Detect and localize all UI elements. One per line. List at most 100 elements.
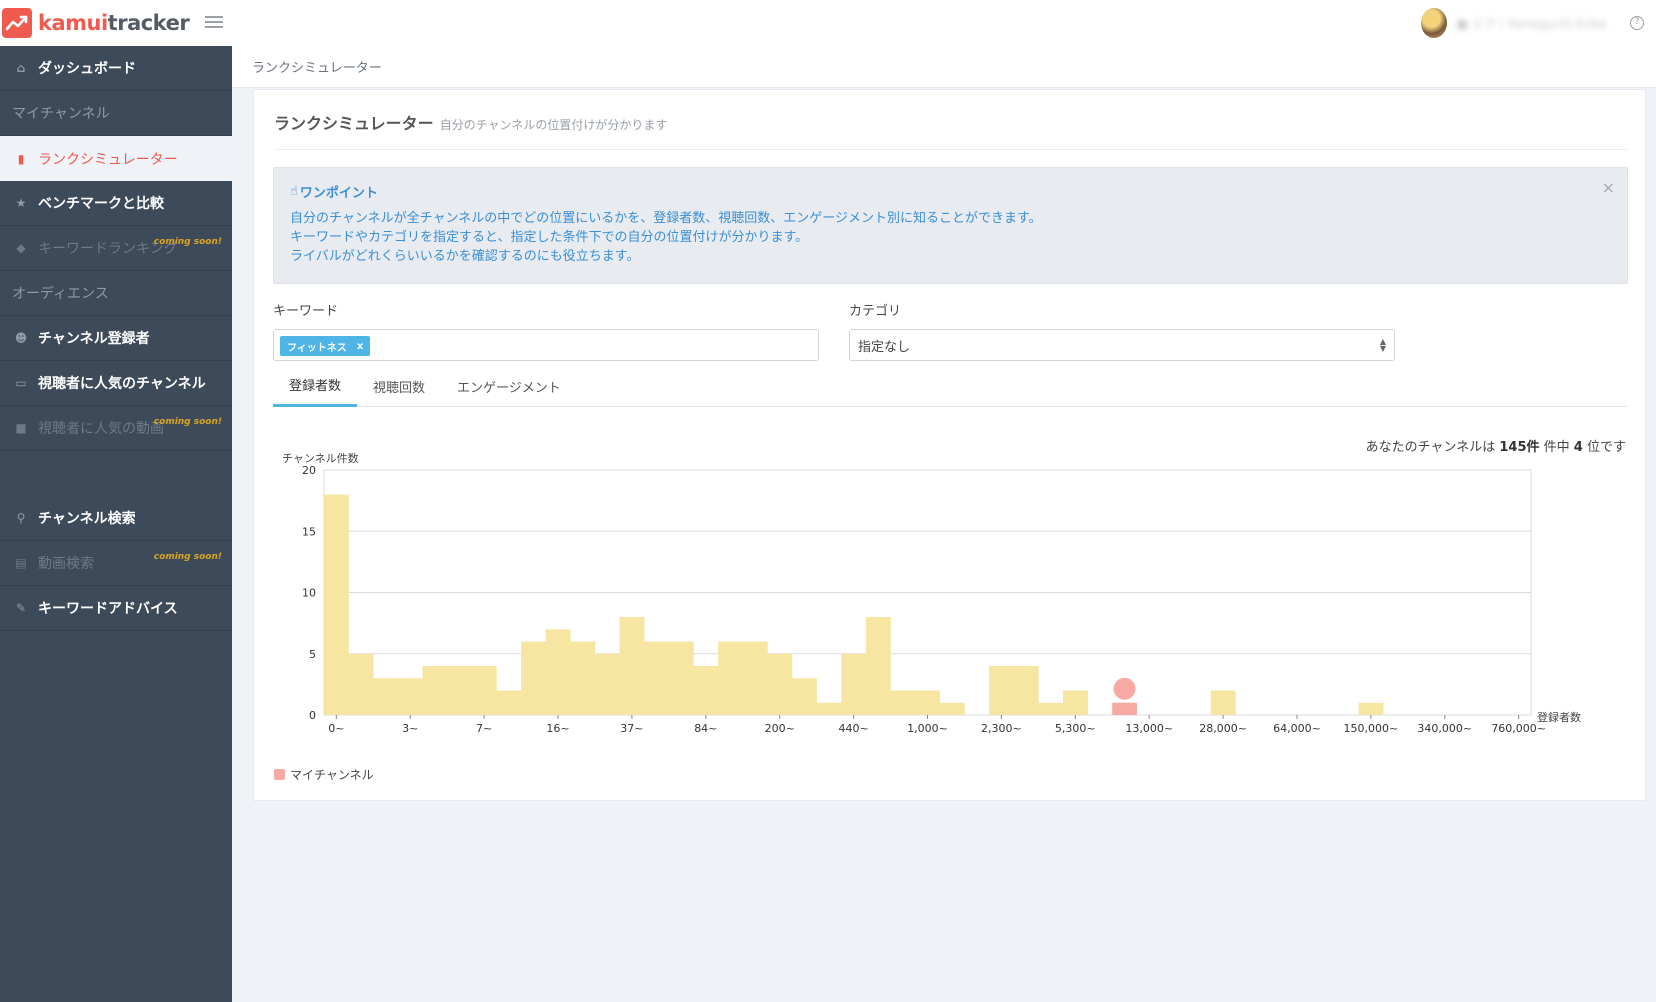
user-name: ■ エア / Yamaguchi Erika <box>1456 16 1606 31</box>
y-tick-label: 5 <box>309 648 316 661</box>
x-axis-label: 登録者数 <box>1537 710 1581 724</box>
x-tick-label: 64,000~ <box>1273 722 1321 735</box>
close-icon[interactable]: × <box>1601 178 1615 197</box>
keyword-input[interactable]: フィットネス x <box>273 329 819 361</box>
histogram-bar <box>865 617 891 715</box>
logo-text: kamuitracker <box>38 11 190 35</box>
x-tick-label: 7~ <box>476 722 492 735</box>
pencil-icon: ✎ <box>15 601 27 615</box>
chart-legend: マイチャンネル <box>274 766 374 783</box>
sidebar-item[interactable]: ▭ 視聴者に人気のチャンネル <box>0 361 232 406</box>
metric-tabs: 登録者数 視聴回数 エンゲージメント <box>273 365 1628 407</box>
search-icon: ⚲ <box>16 511 26 525</box>
keyword-chip-label: フィットネス <box>287 342 347 354</box>
sidebar-item[interactable]: ⌂ ダッシュボード <box>0 46 232 91</box>
x-tick-label: 200~ <box>765 722 795 735</box>
histogram-bar <box>1062 690 1088 715</box>
rank-position: 4 <box>1573 440 1583 455</box>
sidebar-item-label: キーワードアドバイス <box>38 601 178 617</box>
sidebar-item[interactable]: ▮ ランクシミュレーター <box>0 136 232 181</box>
x-tick-label: 28,000~ <box>1199 722 1247 735</box>
sidebar-item[interactable]: ☻ チャンネル登録者 <box>0 316 232 361</box>
sidebar-item-label: 視聴者に人気の動画 <box>38 421 164 437</box>
page-header: ランクシミュレーター 自分のチャンネルの位置付けが分かります <box>274 110 1627 150</box>
tab-subscribers[interactable]: 登録者数 <box>273 365 358 407</box>
video-camera-icon: ■ <box>15 421 27 435</box>
x-tick-label: 0~ <box>328 722 344 735</box>
histogram-bar <box>693 666 719 715</box>
histogram-bar <box>521 641 546 715</box>
category-value: 指定なし <box>858 339 911 355</box>
histogram-bar <box>324 494 349 715</box>
rank-simulator-card: ランクシミュレーター 自分のチャンネルの位置付けが分かります ☝ ワンポイント 自… <box>253 89 1646 801</box>
keyword-chip[interactable]: フィットネス x <box>280 336 371 356</box>
top-header: kamuitracker ■ エア / Yamaguchi Erika ? <box>0 0 1656 46</box>
x-tick-label: 13,000~ <box>1125 722 1173 735</box>
y-tick-label: 10 <box>302 587 316 600</box>
histogram-bar <box>1358 702 1384 715</box>
tip-line: キーワードやカテゴリを指定すると、指定した条件下での自分の位置付けが分かります。 <box>290 230 809 245</box>
sidebar-item-label: チャンネル登録者 <box>38 331 150 347</box>
sidebar-item[interactable]: ▤ 動画検索 coming soon! <box>0 541 232 586</box>
rank-total: 145件 <box>1499 440 1540 455</box>
sidebar-item[interactable]: ✎ キーワードアドバイス <box>0 586 232 631</box>
tip-line: ライバルがどれくらいいるかを確認するのにも役立ちます。 <box>290 249 640 264</box>
x-tick-label: 84~ <box>694 722 717 735</box>
histogram-bar <box>644 641 670 715</box>
page-subtitle: 自分のチャンネルの位置付けが分かります <box>439 118 668 132</box>
x-tick-label: 16~ <box>546 722 569 735</box>
coming-soon-badge: coming soon! <box>153 552 222 562</box>
sidebar: ⌂ ダッシュボードマイチャンネル ▮ ランクシミュレーター ★ ベンチマークと比較 ◆ キーワ… <box>0 46 232 1002</box>
sidebar-item-label: チャンネル検索 <box>38 511 136 527</box>
bar-chart-icon: ▮ <box>17 151 25 166</box>
breadcrumb-current: ランクシミュレーター <box>252 61 382 76</box>
star-icon: ★ <box>15 196 27 210</box>
sidebar-item-label: マイチャンネル <box>12 106 110 122</box>
users-icon: ☻ <box>14 331 28 345</box>
histogram-bar <box>545 629 571 715</box>
histogram-bar <box>742 641 768 715</box>
user-menu[interactable]: ■ エア / Yamaguchi Erika <box>1420 8 1606 38</box>
tip-body: 自分のチャンネルが全チャンネルの中でどの位置にいるかを、登録者数、視聴回数、エン… <box>290 209 1611 266</box>
category-select[interactable]: 指定なし ▲ ▼ <box>849 329 1395 361</box>
one-point-tip: ☝ ワンポイント 自分のチャンネルが全チャンネルの中でどの位置にいるかを、登録者… <box>273 167 1628 284</box>
histogram-bar <box>915 690 941 715</box>
histogram-bar <box>471 666 497 715</box>
tip-title-text: ワンポイント <box>299 186 378 201</box>
x-tick-label: 1,000~ <box>907 722 948 735</box>
histogram-bar <box>792 678 817 715</box>
trend-logo-icon <box>2 8 32 38</box>
histogram-bar <box>1210 690 1236 715</box>
histogram-bar <box>619 617 645 715</box>
legend-label: マイチャンネル <box>290 768 374 782</box>
tab-engagement[interactable]: エンゲージメント <box>457 380 561 396</box>
sidebar-item-label: 視聴者に人気のチャンネル <box>38 376 206 392</box>
chip-remove-icon[interactable]: x <box>356 340 364 352</box>
my-channel-swatch <box>274 769 285 780</box>
sidebar-item[interactable]: ◆ キーワードランキング coming soon! <box>0 226 232 271</box>
histogram-bar <box>989 666 1015 715</box>
sidebar-spacer <box>0 451 232 496</box>
sidebar-item[interactable]: ■ 視聴者に人気の動画 coming soon! <box>0 406 232 451</box>
histogram-bar <box>668 641 694 715</box>
help-icon[interactable]: ? <box>1630 16 1644 30</box>
sidebar-item-label: 動画検索 <box>38 556 94 572</box>
sidebar-item[interactable]: ⚲ チャンネル検索 <box>0 496 232 541</box>
rank-summary: あなたのチャンネルは 145件 件中 4 位です <box>1366 436 1626 455</box>
y-tick-label: 0 <box>309 709 316 722</box>
histogram-bar <box>594 653 620 715</box>
keyword-label: キーワード <box>273 304 339 319</box>
histogram-bar <box>767 653 793 715</box>
sidebar-item[interactable]: ★ ベンチマークと比較 <box>0 181 232 226</box>
sidebar-item-label: オーディエンス <box>12 286 109 302</box>
x-tick-label: 3~ <box>402 722 418 735</box>
tab-views[interactable]: 視聴回数 <box>373 380 426 396</box>
histogram-bar <box>447 666 473 715</box>
x-tick-label: 150,000~ <box>1344 722 1399 735</box>
my-channel-marker <box>1113 677 1136 700</box>
app-logo[interactable]: kamuitracker <box>2 8 190 38</box>
menu-toggle-icon[interactable] <box>205 16 223 30</box>
x-tick-label: 340,000~ <box>1417 722 1472 735</box>
tip-line: 自分のチャンネルが全チャンネルの中でどの位置にいるかを、登録者数、視聴回数、エン… <box>290 211 1042 226</box>
category-label: カテゴリ <box>849 304 902 319</box>
